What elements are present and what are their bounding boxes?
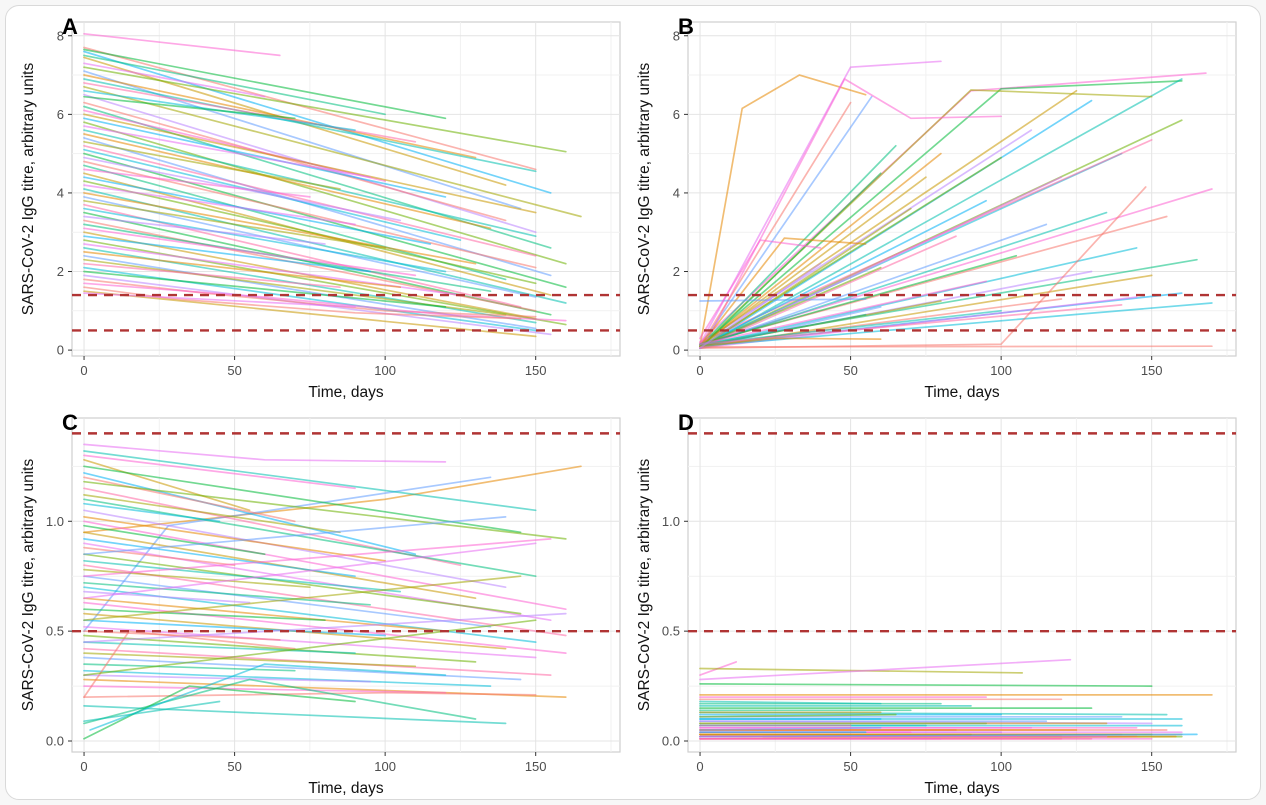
y-tick-label: 1.0 — [46, 514, 64, 529]
x-axis-title: Time, days — [308, 780, 383, 797]
y-tick-label: 0.5 — [46, 624, 64, 639]
x-tick-label: 0 — [80, 759, 87, 774]
x-tick-label: 0 — [696, 363, 703, 378]
panel-b-label: B — [678, 14, 694, 39]
y-tick-label: 4 — [57, 185, 64, 200]
figure-card: A 0 50 100 150 0 2 4 6 8 Time, days SARS-CoV-2 IgG… — [5, 5, 1261, 800]
panel-a-chart: 0 50 100 150 0 2 4 6 8 Time, days SARS-CoV-2 IgG t… — [20, 21, 621, 401]
y-tick-label: 2 — [57, 264, 64, 279]
y-tick-label: 8 — [673, 28, 680, 43]
y-axis-title: SARS-CoV-2 IgG titre, arbitrary units — [20, 459, 37, 712]
y-tick-label: 0.0 — [662, 734, 680, 749]
y-tick-label: 2 — [673, 264, 680, 279]
x-tick-label: 0 — [696, 759, 703, 774]
x-tick-label: 50 — [843, 759, 857, 774]
panel-d-label: D — [678, 410, 694, 435]
panel-a-label: A — [62, 14, 78, 39]
x-tick-label: 100 — [990, 759, 1012, 774]
x-tick-label: 150 — [525, 363, 547, 378]
x-tick-label: 50 — [227, 363, 241, 378]
x-axis-title: Time, days — [924, 384, 999, 401]
x-tick-label: 100 — [374, 759, 396, 774]
y-tick-label: 4 — [673, 185, 680, 200]
x-tick-label: 100 — [990, 363, 1012, 378]
panel-a: A 0 50 100 150 0 2 4 6 8 Time, days SARS-CoV-2 IgG… — [18, 10, 634, 406]
x-axis-title: Time, days — [924, 780, 999, 797]
y-tick-label: 8 — [57, 28, 64, 43]
x-tick-label: 50 — [227, 759, 241, 774]
y-tick-label: 0 — [57, 343, 64, 358]
x-tick-label: 150 — [1141, 363, 1163, 378]
x-tick-label: 50 — [843, 363, 857, 378]
panel-c-chart: 0 50 100 150 0.0 0.5 1.0 Time, days SARS-CoV-2 I… — [20, 417, 621, 797]
panel-b: B 0 50 100 150 0 2 4 6 8 Time, days SARS-CoV-2 IgG… — [634, 10, 1250, 406]
panel-c-label: C — [62, 410, 78, 435]
y-tick-label: 0.0 — [46, 734, 64, 749]
panel-c: C 0 50 100 150 0.0 0.5 1.0 Time, days SARS-CoV-2… — [18, 406, 634, 799]
y-tick-label: 6 — [57, 107, 64, 122]
y-tick-label: 0 — [673, 343, 680, 358]
panel-d: D 0 50 100 150 0.0 0.5 1.0 Time, days SARS-CoV-2… — [634, 406, 1250, 799]
panel-grid: A 0 50 100 150 0 2 4 6 8 Time, days SARS-CoV-2 IgG… — [18, 10, 1250, 797]
x-tick-label: 150 — [1141, 759, 1163, 774]
x-tick-label: 150 — [525, 759, 547, 774]
y-axis-title: SARS-CoV-2 IgG titre, arbitrary units — [20, 63, 37, 316]
y-tick-label: 6 — [673, 107, 680, 122]
x-axis-title: Time, days — [308, 384, 383, 401]
x-tick-label: 100 — [374, 363, 396, 378]
panel-b-chart: 0 50 100 150 0 2 4 6 8 Time, days SARS-CoV-2 IgG t… — [636, 21, 1237, 401]
y-axis-title: SARS-CoV-2 IgG titre, arbitrary units — [636, 63, 653, 316]
y-tick-label: 0.5 — [662, 624, 680, 639]
panel-d-chart: 0 50 100 150 0.0 0.5 1.0 Time, days SARS-CoV-2 I… — [636, 417, 1237, 797]
y-axis-title: SARS-CoV-2 IgG titre, arbitrary units — [636, 459, 653, 712]
y-tick-label: 1.0 — [662, 514, 680, 529]
x-tick-label: 0 — [80, 363, 87, 378]
